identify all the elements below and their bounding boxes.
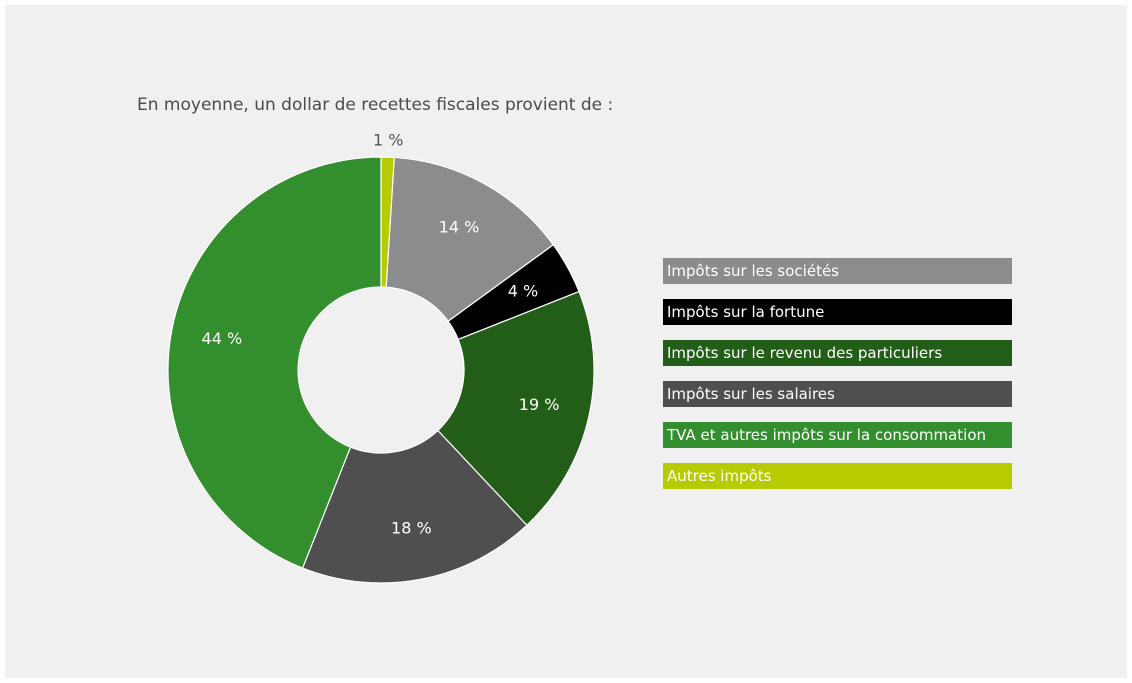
legend-item-impots-sur-la-fortune: Impôts sur la fortune: [663, 299, 1012, 325]
legend-item-impots-sur-le-revenu-des-particuliers: Impôts sur le revenu des particuliers: [663, 340, 1012, 366]
legend-item-impots-sur-les-societes: Impôts sur les sociétés: [663, 258, 1012, 284]
slice-impots-sur-les-societes: [385, 156, 555, 323]
slice-impots-sur-les-salaires: [301, 429, 528, 584]
slice-label-impots-sur-le-revenu-des-particuliers: 19 %: [519, 395, 560, 414]
slice-label-impots-sur-les-salaires: 18 %: [391, 519, 432, 538]
slice-label-autres-impots: 1 %: [373, 131, 403, 150]
slice-labels: 1 % 14 % 4 % 19 % 18 % 44 %: [202, 131, 560, 538]
legend-item-tva-et-autres-impots-sur-la-consommation: TVA et autres impôts sur la consommation: [663, 422, 1012, 448]
slice-label-impots-sur-la-fortune: 4 %: [508, 281, 538, 300]
slice-label-tva-et-autres-impots-sur-la-consommation: 44 %: [202, 329, 243, 348]
legend-item-autres-impots: Autres impôts: [663, 463, 1012, 489]
chart-subtitle: En moyenne, un dollar de recettes fiscal…: [137, 95, 614, 115]
legend-item-impots-sur-les-salaires: Impôts sur les salaires: [663, 381, 1012, 407]
donut-slices: [167, 156, 595, 584]
slice-label-impots-sur-les-societes: 14 %: [439, 218, 480, 237]
slice-impots-sur-le-revenu-des-particuliers: [436, 290, 595, 527]
chart-legend: Impôts sur les sociétés Impôts sur la for…: [663, 258, 1012, 504]
slice-tva-et-autres-impots-sur-la-consommation: [167, 156, 382, 569]
